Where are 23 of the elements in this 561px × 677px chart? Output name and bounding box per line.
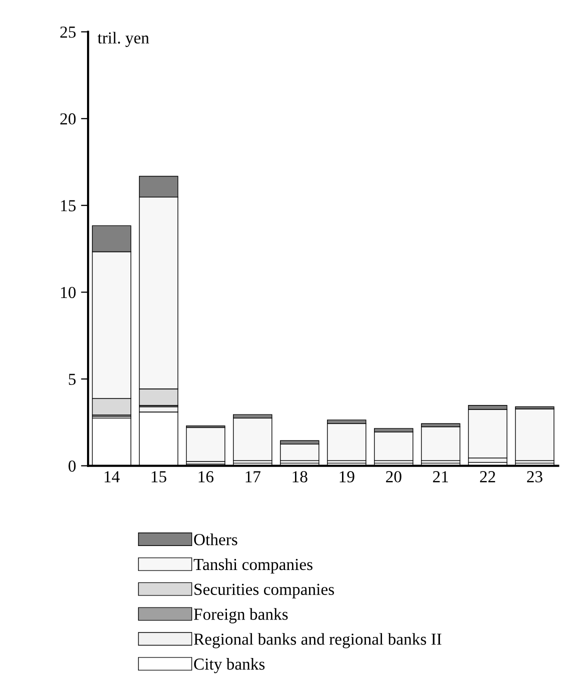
x-tick-label: 22	[480, 471, 496, 482]
legend-label: City banks	[194, 658, 265, 674]
x-tick-label: 14	[104, 471, 120, 482]
y-tick-label: 20	[60, 113, 76, 125]
legend-label: Tanshi companies	[194, 558, 312, 574]
y-tick-label: 25	[60, 26, 76, 38]
x-tick-label: 21	[433, 471, 448, 482]
legend-label: Others	[194, 534, 238, 546]
y-tick-label: 5	[68, 374, 76, 385]
y-tick-label: 15	[61, 200, 76, 212]
x-tick-label: 20	[386, 471, 402, 482]
x-tick-label: 17	[246, 471, 260, 482]
x-tick-label: 16	[198, 471, 214, 482]
x-tick-label: 23	[527, 471, 542, 482]
legend-label: Securities companies	[194, 584, 334, 598]
y-tick-label: 10	[61, 286, 76, 298]
y-tick-label: 0	[68, 460, 76, 472]
legend-label: Regional banks and regional banks II	[194, 633, 442, 648]
legend-label: Foreign banks	[194, 608, 288, 624]
y-axis-title: tril. yen	[98, 32, 150, 47]
x-tick-label: 18	[292, 471, 308, 482]
x-tick-label: 15	[152, 471, 166, 482]
x-tick-label: 19	[340, 471, 354, 482]
